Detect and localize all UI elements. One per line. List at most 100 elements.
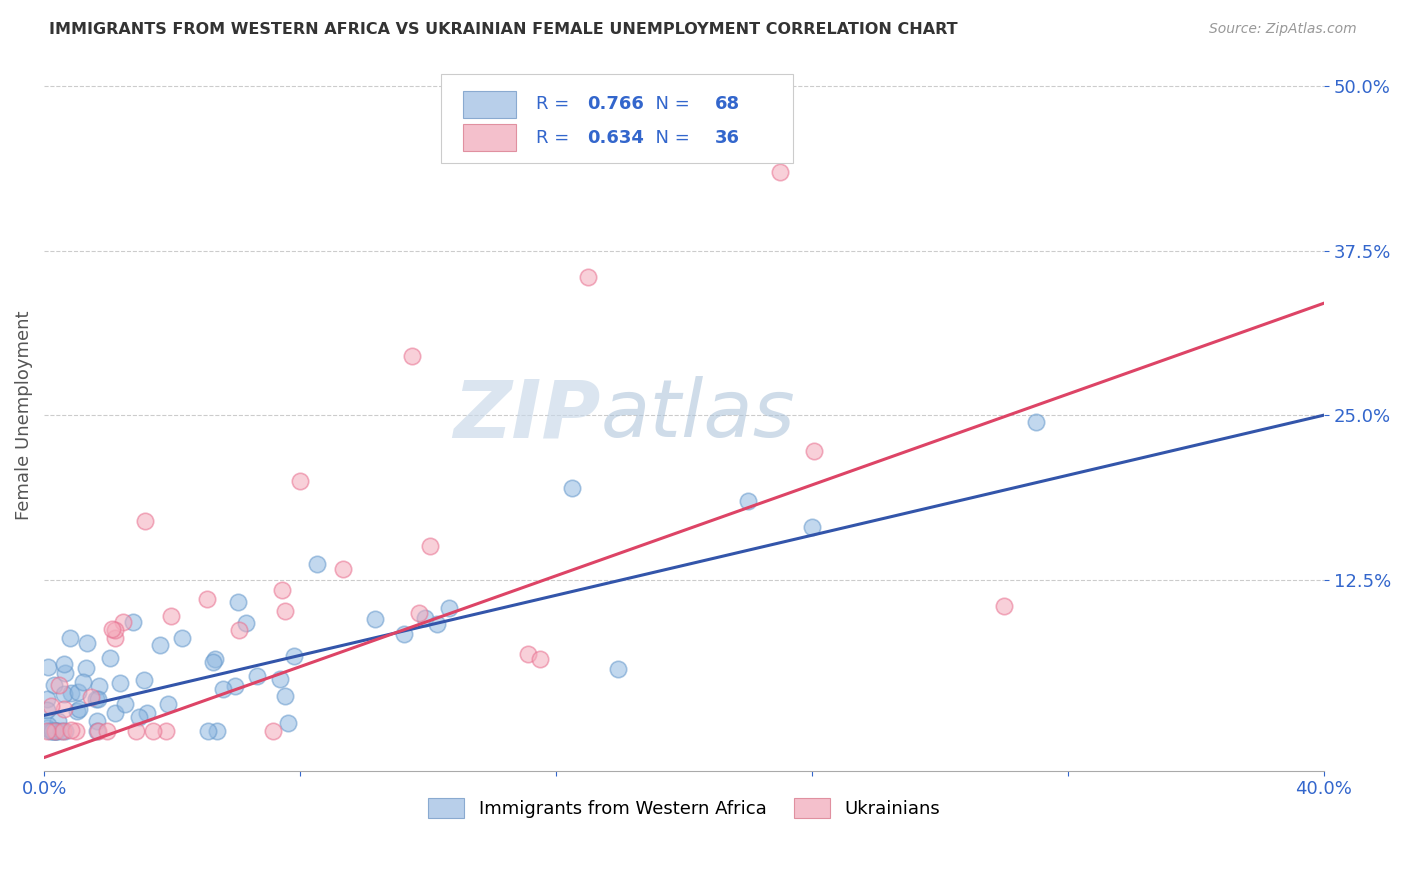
Point (103, 632, 125, 646)
Point (993, 599, 1015, 613)
Point (172, 632, 194, 646)
Point (46, 714, 69, 728)
Point (125, 724, 148, 739)
Point (246, 669, 269, 683)
Point (274, 689, 297, 703)
Point (204, 652, 226, 666)
Point (51, 724, 73, 739)
Point (59, 632, 82, 646)
Point (42, 678, 65, 692)
Point (801, 520, 824, 534)
Point (394, 627, 416, 641)
Point (136, 706, 159, 721)
Point (53, 687, 76, 701)
Point (364, 612, 387, 626)
Point (197, 724, 219, 739)
Point (37, 717, 59, 731)
Point (121, 615, 143, 630)
Text: R =: R = (536, 95, 575, 113)
Point (228, 624, 250, 638)
Point (52, 724, 75, 739)
Point (128, 710, 150, 724)
Point (419, 539, 441, 553)
Point (607, 662, 630, 676)
Point (274, 604, 297, 618)
Point (803, 443, 825, 458)
Text: Source: ZipAtlas.com: Source: ZipAtlas.com (1209, 22, 1357, 37)
Point (45, 724, 67, 739)
Point (45, 724, 67, 739)
Point (561, 481, 583, 495)
Point (101, 622, 124, 636)
Point (72, 675, 94, 690)
Text: R =: R = (536, 128, 575, 147)
Point (283, 649, 305, 664)
Point (42, 724, 65, 739)
Point (52, 702, 75, 716)
Bar (463, 124, 516, 152)
Text: N =: N = (644, 128, 696, 147)
Point (195, 592, 218, 607)
Point (439, 601, 461, 615)
Point (576, 269, 599, 284)
Point (86, 724, 108, 739)
Point (76, 636, 98, 650)
Point (37, 692, 59, 706)
Point (44, 724, 66, 739)
Point (41, 724, 63, 739)
Point (87, 724, 110, 739)
Point (45, 724, 67, 739)
Text: 0.766: 0.766 (586, 95, 644, 113)
Bar (463, 91, 516, 118)
Legend: Immigrants from Western Africa, Ukrainians: Immigrants from Western Africa, Ukrainia… (420, 790, 948, 826)
Point (1025, 415, 1047, 429)
Point (48, 678, 70, 692)
Point (53, 724, 76, 739)
Point (86, 714, 108, 728)
Point (288, 474, 311, 488)
Point (87, 691, 110, 706)
Point (332, 562, 354, 576)
Point (52, 657, 75, 672)
Point (737, 493, 759, 508)
Text: ZIP: ZIP (454, 376, 600, 454)
Point (39, 724, 62, 739)
Point (408, 606, 430, 620)
Point (270, 583, 292, 598)
Point (401, 349, 423, 363)
Point (269, 673, 291, 687)
Text: 36: 36 (714, 128, 740, 147)
Point (104, 623, 127, 637)
Text: IMMIGRANTS FROM WESTERN AFRICA VS UKRAINIAN FEMALE UNEMPLOYMENT CORRELATION CHAR: IMMIGRANTS FROM WESTERN AFRICA VS UKRAIN… (49, 22, 957, 37)
Point (66, 685, 89, 699)
Point (60, 686, 83, 700)
Point (100, 650, 122, 665)
Point (80, 690, 103, 704)
Point (37, 660, 59, 674)
Point (134, 514, 156, 528)
Point (149, 638, 172, 652)
Point (155, 724, 177, 739)
Text: 68: 68 (714, 95, 740, 113)
Point (37, 724, 59, 739)
Text: N =: N = (644, 95, 696, 113)
Point (426, 617, 449, 632)
Point (60, 723, 83, 737)
Point (67, 702, 90, 716)
Point (87, 679, 110, 693)
Point (212, 682, 235, 697)
FancyBboxPatch shape (441, 74, 793, 162)
Point (413, 611, 436, 625)
Point (156, 698, 179, 712)
Point (96, 724, 118, 739)
Point (516, 648, 538, 662)
Text: 0.634: 0.634 (586, 128, 644, 147)
Point (66, 704, 89, 718)
Point (224, 679, 246, 693)
Point (160, 609, 183, 624)
Point (44, 724, 66, 739)
Point (37, 703, 59, 717)
Point (114, 697, 136, 711)
Point (111, 615, 134, 629)
Point (235, 616, 257, 631)
